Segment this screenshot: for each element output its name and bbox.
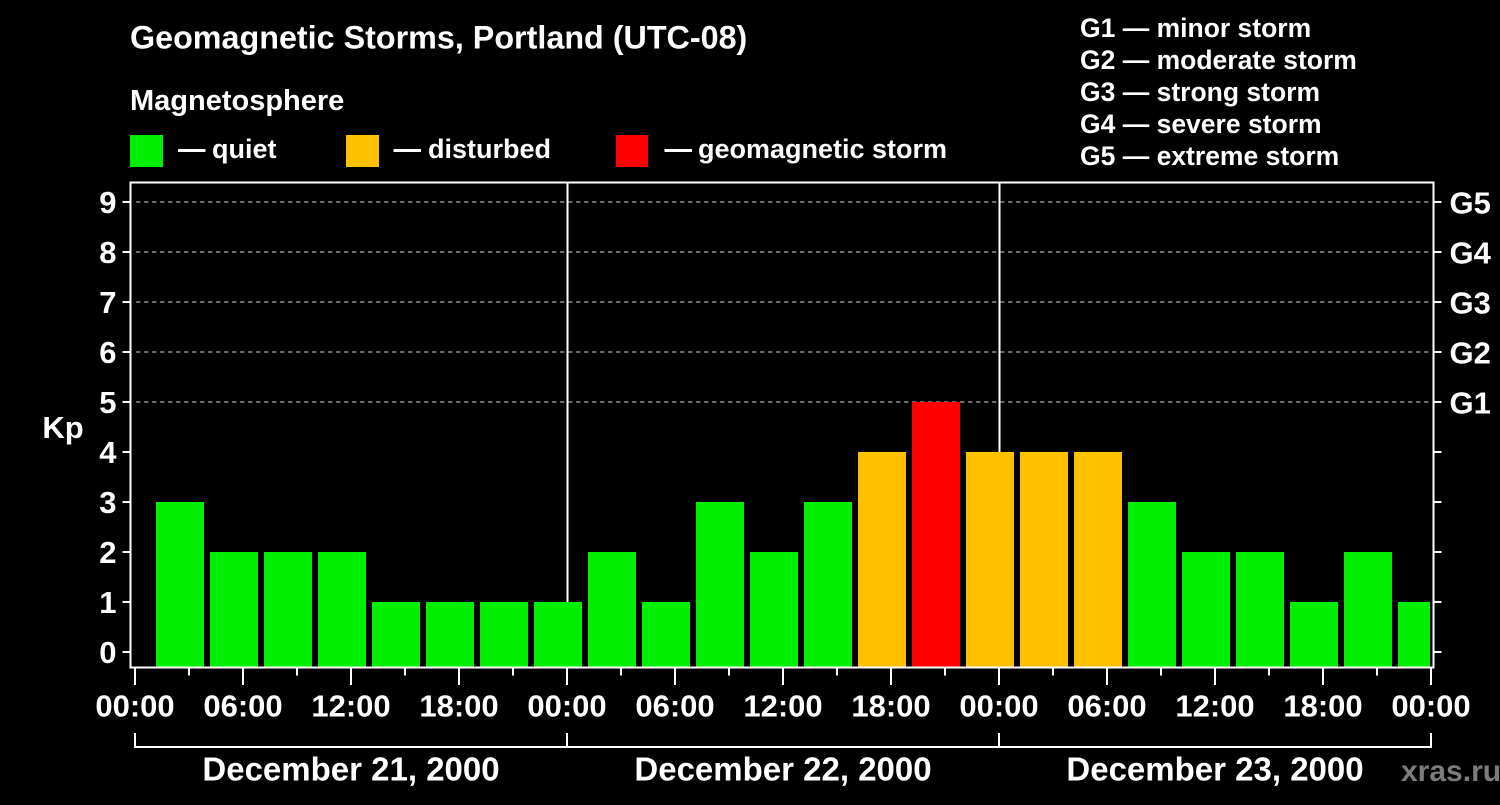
svg-text:8: 8: [99, 235, 116, 270]
svg-text:G2 — moderate storm: G2 — moderate storm: [1080, 45, 1357, 75]
svg-text:0: 0: [99, 635, 116, 670]
svg-text:00:00: 00:00: [1391, 689, 1470, 724]
svg-text:18:00: 18:00: [851, 689, 930, 724]
svg-text:06:00: 06:00: [203, 689, 282, 724]
svg-text:Geomagnetic Storms, Portland (: Geomagnetic Storms, Portland (UTC-08): [130, 20, 747, 56]
svg-text:December 23, 2000: December 23, 2000: [1066, 751, 1363, 788]
svg-text:December 21, 2000: December 21, 2000: [202, 751, 499, 788]
svg-text:G5: G5: [1450, 186, 1491, 221]
svg-text:9: 9: [99, 185, 116, 220]
svg-text:00:00: 00:00: [527, 689, 606, 724]
svg-text:06:00: 06:00: [1067, 689, 1146, 724]
svg-text:disturbed: disturbed: [428, 134, 551, 164]
svg-text:Kp: Kp: [42, 410, 83, 445]
svg-text:3: 3: [99, 485, 116, 520]
svg-text:G5 — extreme storm: G5 — extreme storm: [1080, 141, 1339, 171]
svg-text:18:00: 18:00: [1283, 689, 1362, 724]
svg-text:7: 7: [99, 285, 116, 320]
svg-text:18:00: 18:00: [419, 689, 498, 724]
svg-text:G2: G2: [1450, 336, 1491, 371]
svg-text:6: 6: [99, 335, 116, 370]
svg-text:5: 5: [99, 385, 116, 420]
svg-text:00:00: 00:00: [959, 689, 1038, 724]
svg-text:December 22, 2000: December 22, 2000: [634, 751, 931, 788]
svg-text:12:00: 12:00: [311, 689, 390, 724]
svg-text:xras.ru: xras.ru: [1401, 755, 1500, 788]
svg-text:G1 — minor storm: G1 — minor storm: [1080, 13, 1311, 43]
svg-text:12:00: 12:00: [1175, 689, 1254, 724]
svg-text:Magnetosphere: Magnetosphere: [130, 85, 344, 117]
svg-text:2: 2: [99, 535, 116, 570]
svg-text:G4: G4: [1450, 236, 1492, 271]
svg-text:G4 — severe storm: G4 — severe storm: [1080, 109, 1322, 139]
svg-text:06:00: 06:00: [635, 689, 714, 724]
svg-text:G1: G1: [1450, 386, 1491, 421]
svg-text:geomagnetic storm: geomagnetic storm: [698, 134, 947, 164]
svg-text:1: 1: [99, 585, 116, 620]
svg-text:4: 4: [99, 435, 117, 470]
svg-text:G3: G3: [1450, 286, 1491, 321]
svg-text:12:00: 12:00: [743, 689, 822, 724]
svg-text:quiet: quiet: [212, 134, 277, 164]
svg-text:00:00: 00:00: [95, 689, 174, 724]
svg-text:G3 — strong storm: G3 — strong storm: [1080, 77, 1320, 107]
